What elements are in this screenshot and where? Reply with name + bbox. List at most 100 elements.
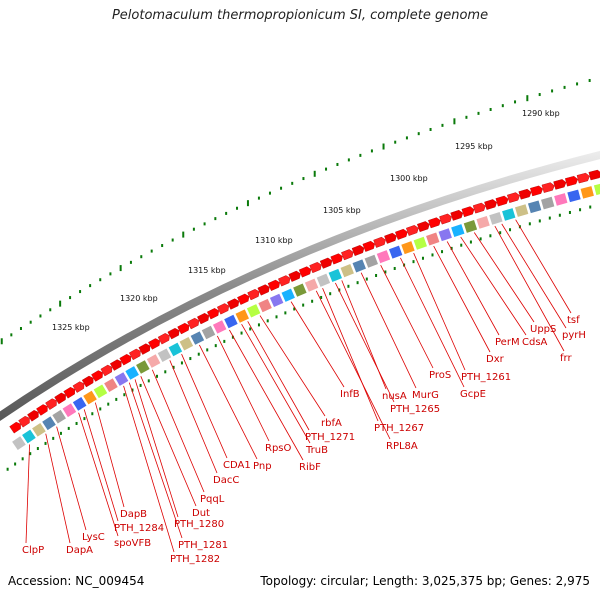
gene-arrow [63,387,76,399]
cog-box [304,278,319,292]
cog-box [72,397,87,411]
scale-tick [359,153,362,157]
gene-arrow [362,240,375,252]
leader-line [94,402,125,508]
scale-tick [465,115,468,119]
scale-label: 1310 kbp [255,236,293,245]
track-dot [579,208,582,212]
label-leaders [25,219,572,553]
scale-tick [576,82,579,86]
track-dot [59,431,62,435]
leader-line [433,245,491,353]
gene-label: ClpP [22,545,44,556]
cog-box [168,342,183,357]
cog-box [114,372,129,386]
scale-label: 1315 kbp [188,266,226,275]
track-dot [197,352,200,356]
gene-arrow [428,217,441,229]
track-dot [421,256,424,260]
scale-tick [49,308,52,312]
track-dot [99,407,102,411]
scale-tick [347,158,350,162]
scale-tick [236,206,239,210]
track-dot [266,319,269,323]
scale-tick [225,211,228,215]
gene-label: LysC [82,532,105,543]
scale-tick [405,136,408,140]
leader-line [216,335,270,442]
track-dot [156,374,159,378]
gene-arrow [257,284,270,296]
scale-tick [489,107,492,111]
gene-arrow [54,392,66,405]
leader-line [494,225,565,352]
gene-arrow [278,275,291,287]
gene-arrow [148,338,160,350]
cog-box [340,264,354,278]
gene-arrow [128,348,141,361]
track-dot [91,412,94,416]
scale-tick [563,85,566,89]
gene-label: CDA1 [223,460,251,471]
scale-tick [59,300,62,307]
gene-arrow [72,381,85,393]
cog-box [527,200,542,214]
track-dot [206,348,209,352]
cog-box [364,254,379,268]
gene-label: rbfA [321,418,342,429]
gene-label: CdsA [522,337,548,348]
gene-arrow [206,308,220,320]
scale-tick [214,217,217,221]
scale-tick [538,93,541,97]
scale-tick [150,249,153,253]
cog-box [179,336,194,351]
gene-arrow [227,298,240,310]
track-dot [115,397,118,401]
scale-tick [0,338,3,345]
track-dot [499,231,502,235]
gene-arrow [45,398,57,410]
scale-tick [89,284,92,288]
cog-box [93,384,108,399]
gene-label: UppS [530,324,556,335]
cog-box [52,409,66,424]
track-dot [44,441,47,445]
gene-arrow [187,317,200,330]
track-dot [293,307,296,311]
cog-box [541,196,555,210]
gene-arrow [553,179,567,190]
leader-line [335,282,395,403]
gene-arrow [157,333,170,345]
gene-label: Dxr [486,354,505,365]
gene-arrow [91,370,103,382]
genome-summary: Topology: circular; Length: 3,025,375 bp… [260,574,590,588]
gene-label: frr [560,353,572,364]
gene-arrow [373,236,386,248]
track-dot [479,237,482,241]
gene-label: PTH_1271 [305,432,355,443]
gene-label: PqqL [200,494,225,505]
cog-box [567,189,581,203]
scale-tick [514,100,517,104]
scale-tick [588,78,591,82]
scale-tick [119,265,122,272]
scale-label: 1325 kbp [52,323,90,332]
gene-label: PTH_1282 [170,554,220,565]
gene-arrow [27,410,39,422]
gene-arrow [541,182,555,193]
track-dot [284,311,287,315]
leader-line [78,412,119,537]
scale-label: 1320 kbp [120,294,158,303]
gene-label: PTH_1261 [461,372,511,383]
leader-line [140,376,197,507]
track-dot [249,327,252,331]
gene-arrow [18,415,30,428]
cog-box [190,331,205,345]
cog-box [62,403,77,418]
gene-arrow [450,209,464,221]
gene-label: DapB [120,509,147,520]
leader-line [128,382,183,539]
gene-label: DacC [213,475,239,486]
leader-line [380,265,434,369]
scale-tick [551,89,554,93]
